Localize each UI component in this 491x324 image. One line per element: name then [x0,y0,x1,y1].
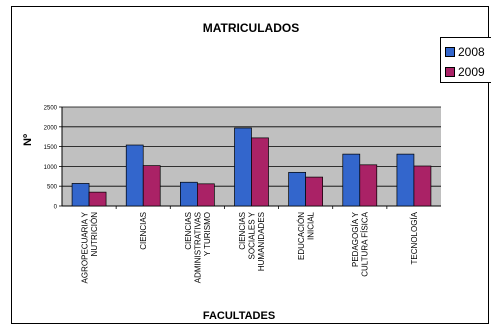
y-tick-label: 1000 [44,165,58,171]
y-tick-label: 2000 [44,125,58,131]
bar-2008 [71,183,90,207]
y-tick-label: 2500 [44,106,58,112]
x-tick-label: AGROPECUARIA Y NUTRICIÓN [80,211,99,283]
y-axis-label: Nº [22,134,34,146]
bar-2008 [234,127,252,207]
chart-title: MATRICULADOS [202,21,300,35]
x-tick-label-line: ADMINISTRATIVAS [193,212,202,283]
legend-label-2008: 2008 [458,44,485,59]
y-tick-label: 1500 [44,145,58,151]
legend-label-2009: 2009 [458,64,485,79]
x-tick-label-line: EDUCACIÓN [297,212,306,260]
legend-item-2008: 2008 [445,44,485,60]
bar-2008 [342,153,361,207]
bar-2009 [413,165,432,207]
x-tick-label-line: CULTURA FÍSICA [361,211,370,276]
x-tick-label-line: NUTRICIÓN [90,212,99,257]
bar-2009 [88,191,107,207]
bar-2008 [125,144,144,207]
x-tick-label-line: Y TURISMO [203,212,212,256]
x-tick-label-line: CIENCIAS [238,212,247,250]
x-tick-label-line: TECNOLOGÍA [410,211,419,264]
x-axis-label: FACULTADES [202,310,276,322]
x-tick-label-line: CIENCIAS [139,212,148,250]
x-tick-label-line: AGROPECUARIA Y [80,211,89,283]
chart-legend: 2008 2009 [440,37,491,83]
bar-2008 [180,181,198,207]
x-tick-label: TECNOLOGÍA [410,211,419,264]
y-tick-label: 0 [54,205,58,211]
legend-swatch-2009 [445,66,455,77]
bar-2009 [359,164,378,207]
x-tick-label: PEDAGOGÍA Y CULTURA FÍSICA [351,211,370,276]
x-tick-label-line: INICIAL [306,211,315,240]
bar-2009 [251,137,269,207]
bar-2009 [197,183,215,207]
x-tick-label-line: CIENCIAS [184,212,193,250]
x-tick-label-line: PEDAGOGÍA Y [351,211,360,267]
bar-2009 [305,176,323,207]
bar-2008 [396,153,415,207]
legend-swatch-2008 [445,46,455,57]
bar-2009 [142,165,161,207]
x-tick-label: CIENCIAS ADMINISTRATIVAS Y TURISMO [184,212,212,283]
x-tick-label: CIENCIAS SOCIALES Y HUMANIDADES [238,211,266,271]
x-tick-label: EDUCACIÓN INICIAL [297,211,316,260]
legend-item-2009: 2009 [445,64,485,80]
y-tick-label: 500 [47,185,58,191]
x-tick-label-line: HUMANIDADES [257,212,266,271]
x-tick-label-line: SOCIALES Y [248,211,257,259]
x-tick-label: CIENCIAS [139,212,148,250]
bar-2008 [288,171,306,207]
